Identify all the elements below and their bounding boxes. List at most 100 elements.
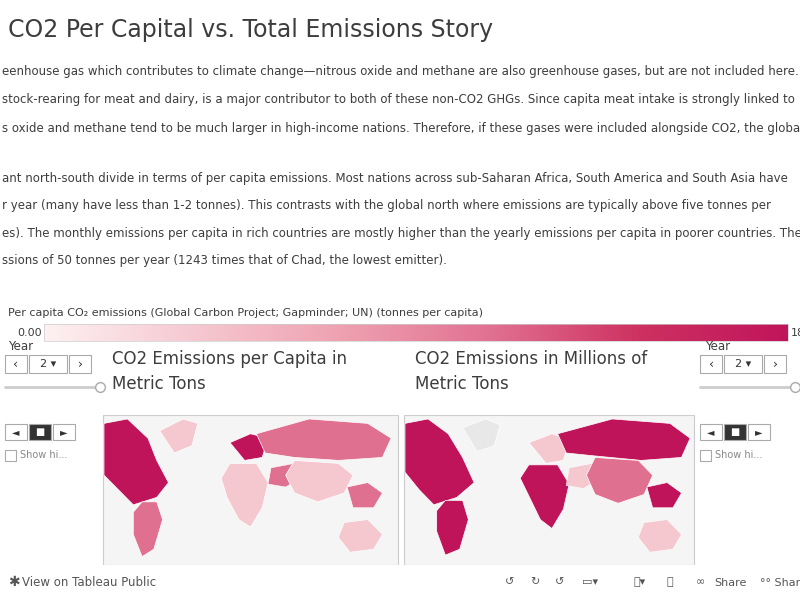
Bar [587,324,591,341]
Bar [197,324,200,341]
Bar [315,324,319,341]
Bar [583,324,587,341]
Bar [766,324,770,341]
Bar [528,324,531,341]
Bar [420,324,423,341]
Bar [718,324,721,341]
Text: es). The monthly emissions per capita in rich countries are mostly higher than t: es). The monthly emissions per capita in… [2,227,800,239]
Bar [294,324,297,341]
Bar [211,324,215,341]
Bar [96,324,100,341]
Text: ✱: ✱ [8,575,20,589]
Bar [193,324,197,341]
Polygon shape [638,520,682,552]
Bar [502,324,506,341]
Bar [624,324,628,341]
Text: CO2 Emissions in Millions of
Metric Tons: CO2 Emissions in Millions of Metric Tons [415,350,647,393]
Bar [66,324,70,341]
Polygon shape [558,419,690,460]
Bar [59,324,62,341]
Bar [126,324,130,341]
Polygon shape [529,434,569,463]
Bar [118,324,122,341]
Polygon shape [405,419,474,505]
Text: Show hi...: Show hi... [20,451,67,461]
Bar [238,324,241,341]
Text: Show hi...: Show hi... [715,451,762,461]
Bar [464,324,468,341]
Bar [535,324,538,341]
Bar [278,324,282,341]
Bar [677,324,680,341]
Text: Year: Year [705,340,730,353]
Text: ›: › [773,358,778,370]
Bar [274,324,278,341]
Bar [163,324,166,341]
Bar [486,324,490,341]
Bar [700,450,711,461]
Polygon shape [230,434,268,460]
Text: ssions of 50 tonnes per year (1243 times that of Chad, the lowest emitter).: ssions of 50 tonnes per year (1243 times… [2,254,447,267]
Bar [561,324,565,341]
Bar [114,324,118,341]
Bar [758,324,762,341]
Bar [494,324,498,341]
Bar [554,324,558,341]
Bar [650,324,654,341]
Bar [82,324,85,341]
Bar [736,324,740,341]
Bar [230,324,234,341]
Bar [390,324,394,341]
Bar [725,324,729,341]
Bar [442,324,446,341]
Bar [371,324,375,341]
Text: CO2 Emissions per Capita in
Metric Tons: CO2 Emissions per Capita in Metric Tons [112,350,347,393]
Polygon shape [647,482,682,508]
Polygon shape [338,520,382,552]
Bar [702,324,706,341]
Bar [457,324,461,341]
Bar [550,324,554,341]
Text: 0.00: 0.00 [17,328,42,338]
Bar [446,324,450,341]
Polygon shape [268,463,300,487]
Bar [700,355,722,373]
Bar [658,324,662,341]
Bar [312,324,315,341]
Text: stock-rearing for meat and dairy, is a major contributor to both of these non-CO: stock-rearing for meat and dairy, is a m… [2,94,795,107]
Text: ▭▾: ▭▾ [582,577,598,587]
Text: °° Share: °° Share [760,577,800,587]
Bar [53,424,75,440]
Bar [558,324,561,341]
Bar [152,324,155,341]
Text: eenhouse gas which contributes to climate change—nitrous oxide and methane are a: eenhouse gas which contributes to climat… [2,65,799,78]
Polygon shape [520,465,569,529]
Bar [107,324,111,341]
Bar [598,324,602,341]
Bar [517,324,520,341]
Bar [405,324,409,341]
Bar [461,324,464,341]
Bar [301,324,304,341]
Bar [155,324,159,341]
Bar [714,324,718,341]
Bar [111,324,114,341]
Bar [732,324,736,341]
Bar [572,324,576,341]
Bar [412,324,416,341]
Text: ‹: ‹ [709,358,714,370]
Bar [594,324,598,341]
Text: ⎕: ⎕ [666,577,674,587]
Bar [700,424,722,440]
Bar [483,324,486,341]
Bar [386,324,390,341]
Bar [286,324,290,341]
Bar [773,324,777,341]
Bar [546,324,550,341]
Bar [338,324,342,341]
Bar [5,424,27,440]
Bar [178,324,182,341]
Text: Share: Share [714,577,746,587]
Text: ∞: ∞ [695,577,705,587]
Bar [226,324,230,341]
